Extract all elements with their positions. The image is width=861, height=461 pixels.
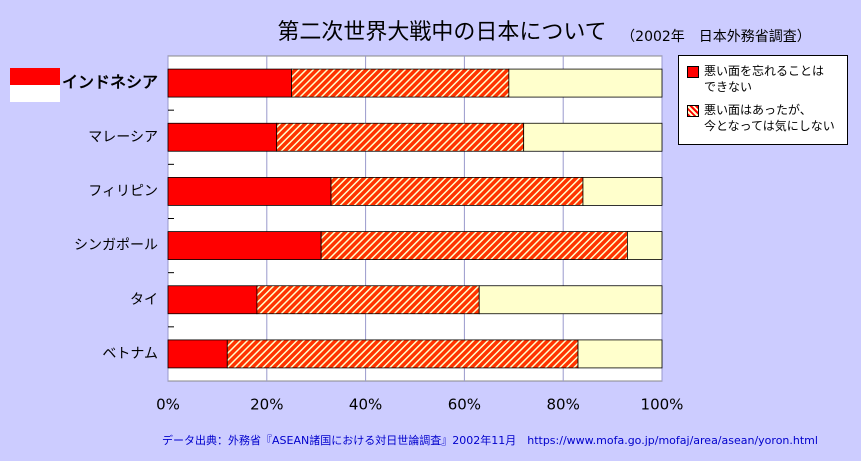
bar-segment: [582, 177, 663, 206]
bar-segment: [167, 122, 278, 152]
y-tick-label: マレーシア: [88, 129, 158, 145]
legend-swatch: [687, 66, 699, 78]
y-tick-label: インドネシア: [62, 73, 158, 92]
y-tick-label: タイ: [130, 292, 158, 308]
bar-segment: [523, 122, 663, 152]
y-tick-label: ベトナム: [102, 346, 158, 362]
bar-segment: [167, 177, 332, 206]
x-tick-label: 80%: [547, 396, 580, 414]
x-tick-label: 100%: [641, 396, 684, 414]
bar-segment: [508, 68, 663, 98]
bar-segment: [256, 285, 480, 315]
bar-segment: [577, 339, 663, 369]
flag: [10, 68, 60, 85]
legend-label: 悪い面を忘れることは できない: [704, 64, 825, 94]
bar-segment: [226, 339, 579, 369]
x-tick-label: 60%: [448, 396, 481, 414]
chart-subtitle: （2002年 日本外務省調査）: [621, 29, 811, 45]
x-tick-label: 20%: [250, 396, 283, 414]
bar-segment: [167, 285, 258, 315]
chart-title: 第二次世界大戦中の日本について: [277, 20, 606, 45]
bar-segment: [167, 231, 322, 260]
plot-area: [167, 55, 663, 382]
flag: [10, 85, 60, 102]
source-note: データ出典：外務省『ASEAN諸国における対日世論調査』2002年11月 htt…: [162, 433, 818, 447]
bar-segment: [167, 68, 292, 98]
legend-entry: 悪い面を忘れることは できない: [687, 63, 847, 95]
legend-label: 悪い面はあったが、 今となっては気にしない: [704, 103, 835, 133]
x-tick-label: 40%: [349, 396, 382, 414]
bar-segment: [276, 122, 525, 152]
bar-segment: [330, 177, 584, 206]
x-tick-label: 0%: [156, 396, 180, 414]
legend: 悪い面を忘れることは できない 悪い面はあったが、 今となっては気にしない: [678, 55, 848, 145]
legend-entry: 悪い面はあったが、 今となっては気にしない: [687, 102, 847, 134]
y-tick-label: フィリピン: [88, 183, 158, 199]
bar-segment: [320, 231, 628, 260]
bar-segment: [627, 231, 663, 260]
bar-segment: [291, 68, 510, 98]
bar-segment: [478, 285, 663, 315]
y-tick-label: シンガポール: [74, 238, 158, 254]
bar-segment: [167, 339, 228, 369]
legend-swatch: [687, 105, 699, 117]
